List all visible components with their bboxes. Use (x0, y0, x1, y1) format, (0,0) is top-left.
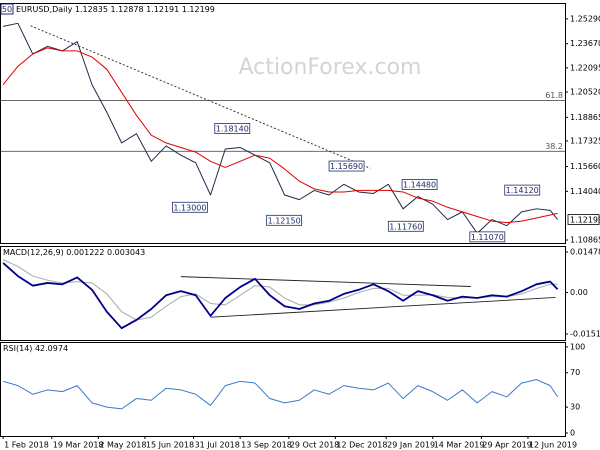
annotation-label: 1.13000 (173, 203, 206, 212)
y-tick-label: 1.17325 (570, 136, 600, 145)
corner-label: 50 (2, 5, 12, 14)
annotation-label: 1.11070 (471, 233, 504, 242)
annotation-box (401, 179, 438, 190)
series-line (2, 262, 559, 330)
y-tick-label: -0.015107 (570, 329, 600, 338)
x-tick-label: 15 Jun 2018 (146, 441, 194, 450)
rsi-title: RSI(14) 42.0974 (3, 344, 68, 353)
annotation-box (172, 201, 208, 213)
annotation-label: 1.14120 (506, 186, 539, 195)
level-label: 38.2 (545, 142, 563, 151)
x-tick-label: 12 Jun 2019 (529, 441, 577, 450)
y-tick-label: 0 (570, 428, 575, 437)
annotation-box (328, 160, 365, 172)
annotation-box (266, 214, 303, 226)
series-line (2, 47, 558, 224)
x-tick-label: 29 Jan 2019 (387, 441, 435, 450)
level-label: 61.8 (545, 91, 563, 100)
rsi-panel-frame (0, 342, 566, 437)
annotation-label: 1.12150 (268, 216, 301, 225)
y-tick-label: 1.15660 (570, 162, 600, 171)
y-tick-label: 1.10865 (570, 236, 600, 245)
trendline (210, 297, 556, 318)
annotation-label: 1.15690 (330, 162, 363, 171)
y-tick-label: 1.20520 (570, 87, 600, 96)
y-tick-label: 1.25290 (570, 14, 600, 23)
annotation-box (504, 184, 541, 196)
y-tick-label: 1.18865 (570, 113, 600, 122)
x-tick-label: 29 Apr 2019 (482, 441, 531, 450)
trendline (180, 276, 471, 287)
last-price-box (567, 214, 600, 225)
x-tick-label: 2 May 2018 (99, 441, 146, 450)
y-tick-label: 70 (570, 368, 580, 377)
price-panel-frame (0, 3, 566, 244)
x-tick-label: 31 Jul 2018 (195, 441, 240, 450)
annotation-box (387, 220, 424, 232)
x-tick-label: 1 Feb 2018 (4, 441, 49, 450)
annotation-box (469, 231, 506, 243)
x-tick-label: 13 Sep 2018 (241, 441, 292, 450)
y-tick-label: 1.23670 (570, 39, 600, 48)
y-tick-label: 0.00 (570, 288, 588, 297)
watermark: ActionForex.com (239, 55, 422, 80)
series-line (3, 22, 558, 234)
y-tick-label: 1.14040 (570, 187, 600, 196)
y-tick-label: 1.22095 (570, 63, 600, 72)
annotation-box (214, 123, 251, 134)
price-title: EURUSD,Daily 1.12835 1.12878 1.12191 1.1… (16, 5, 215, 14)
annotation-label: 1.11760 (389, 222, 422, 231)
annotation-label: 1.14480 (403, 181, 436, 190)
series-line (2, 379, 559, 410)
trendline (30, 25, 371, 169)
y-tick-label: 0.014786 (570, 247, 600, 256)
y-tick-label: 30 (570, 403, 580, 412)
x-tick-label: 29 Oct 2018 (290, 441, 339, 450)
corner-label-box (0, 3, 14, 15)
macd-panel-frame (0, 246, 566, 341)
x-tick-label: 19 Mar 2018 (53, 441, 104, 450)
last-price-label: 1.12199 (570, 216, 600, 225)
macd-title: MACD(12,26,9) 0.001222 0.003043 (3, 248, 145, 257)
x-tick-label: 14 Mar 2019 (434, 441, 485, 450)
y-tick-label: 100 (570, 342, 585, 351)
annotation-label: 1.18140 (216, 124, 249, 133)
x-tick-label: 12 Dec 2018 (336, 441, 387, 450)
